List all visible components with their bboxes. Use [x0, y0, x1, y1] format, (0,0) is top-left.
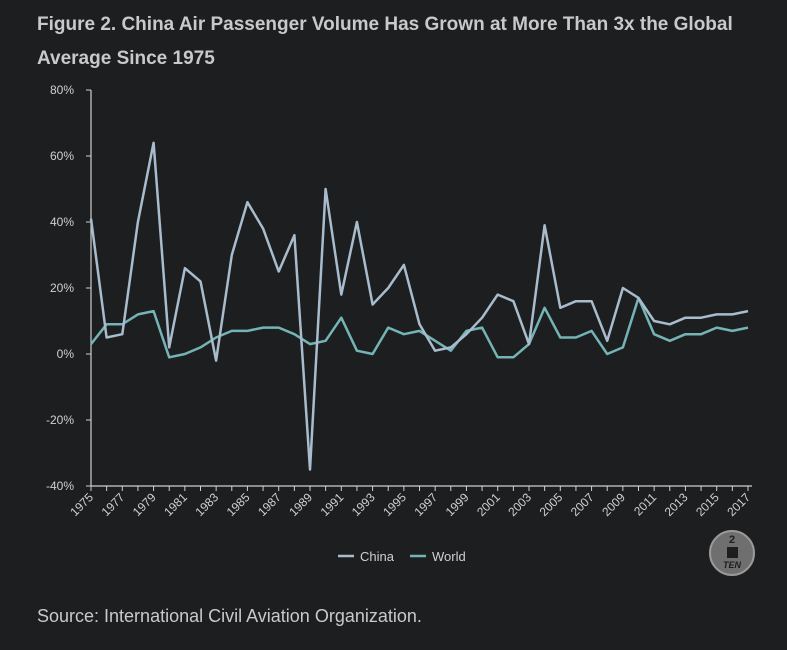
- x-tick-label: 1985: [224, 490, 253, 519]
- y-tick-label: 20%: [50, 281, 74, 295]
- x-tick-label: 1989: [286, 490, 315, 519]
- legend: China World: [338, 549, 466, 564]
- x-tick-label: 2009: [599, 490, 628, 519]
- logo-top-text: 2: [728, 534, 736, 546]
- y-axis: -40% -20% 0% 20% 40% 60% 80%: [46, 83, 92, 493]
- x-tick-label: 1987: [255, 490, 284, 519]
- y-tick-label: -40%: [46, 479, 74, 493]
- x-tick-label: 1995: [380, 490, 409, 519]
- x-tick-label: 2013: [662, 490, 691, 519]
- x-axis: 1975 1977 1979 1981 1983 1985 1987 1989 1991 1993…: [67, 485, 753, 519]
- series-group: [89, 141, 749, 471]
- series-line-world: [90, 296, 749, 359]
- source-note: Source: International Civil Aviation Org…: [37, 606, 422, 626]
- y-tick-label: 0%: [57, 347, 75, 361]
- y-tick-label: 40%: [50, 215, 74, 229]
- x-tick-label: 1993: [349, 490, 378, 519]
- legend-label-china: China: [360, 549, 395, 564]
- x-tick-label: 1975: [67, 490, 96, 519]
- y-tick-label: 60%: [50, 149, 74, 163]
- x-tick-label: 1981: [161, 490, 190, 519]
- logo-badge: 2 TEN: [709, 530, 755, 576]
- logo-square-icon: [727, 547, 738, 558]
- x-tick-label: 2001: [474, 490, 503, 519]
- x-tick-label: 1983: [192, 490, 221, 519]
- x-tick-label: 2005: [537, 490, 566, 519]
- x-tick-label: 1979: [130, 490, 159, 519]
- x-tick-label: 1991: [318, 490, 347, 519]
- x-tick-label: 1997: [411, 490, 440, 519]
- y-tick-label: -20%: [46, 413, 74, 427]
- x-tick-label: 1977: [99, 490, 128, 519]
- x-tick-label: 1999: [443, 490, 472, 519]
- x-tick-label: 2017: [724, 490, 753, 519]
- chart-title: Figure 2. China Air Passenger Volume Has…: [37, 14, 733, 69]
- series-line-china: [89, 141, 749, 471]
- y-tick-label: 80%: [50, 83, 74, 97]
- x-tick-label: 2003: [505, 490, 534, 519]
- legend-label-world: World: [432, 549, 466, 564]
- logo-bottom-text: TEN: [723, 560, 741, 570]
- x-tick-label: 2007: [568, 490, 597, 519]
- x-tick-label: 2011: [631, 490, 659, 518]
- x-tick-label: 2015: [693, 490, 722, 519]
